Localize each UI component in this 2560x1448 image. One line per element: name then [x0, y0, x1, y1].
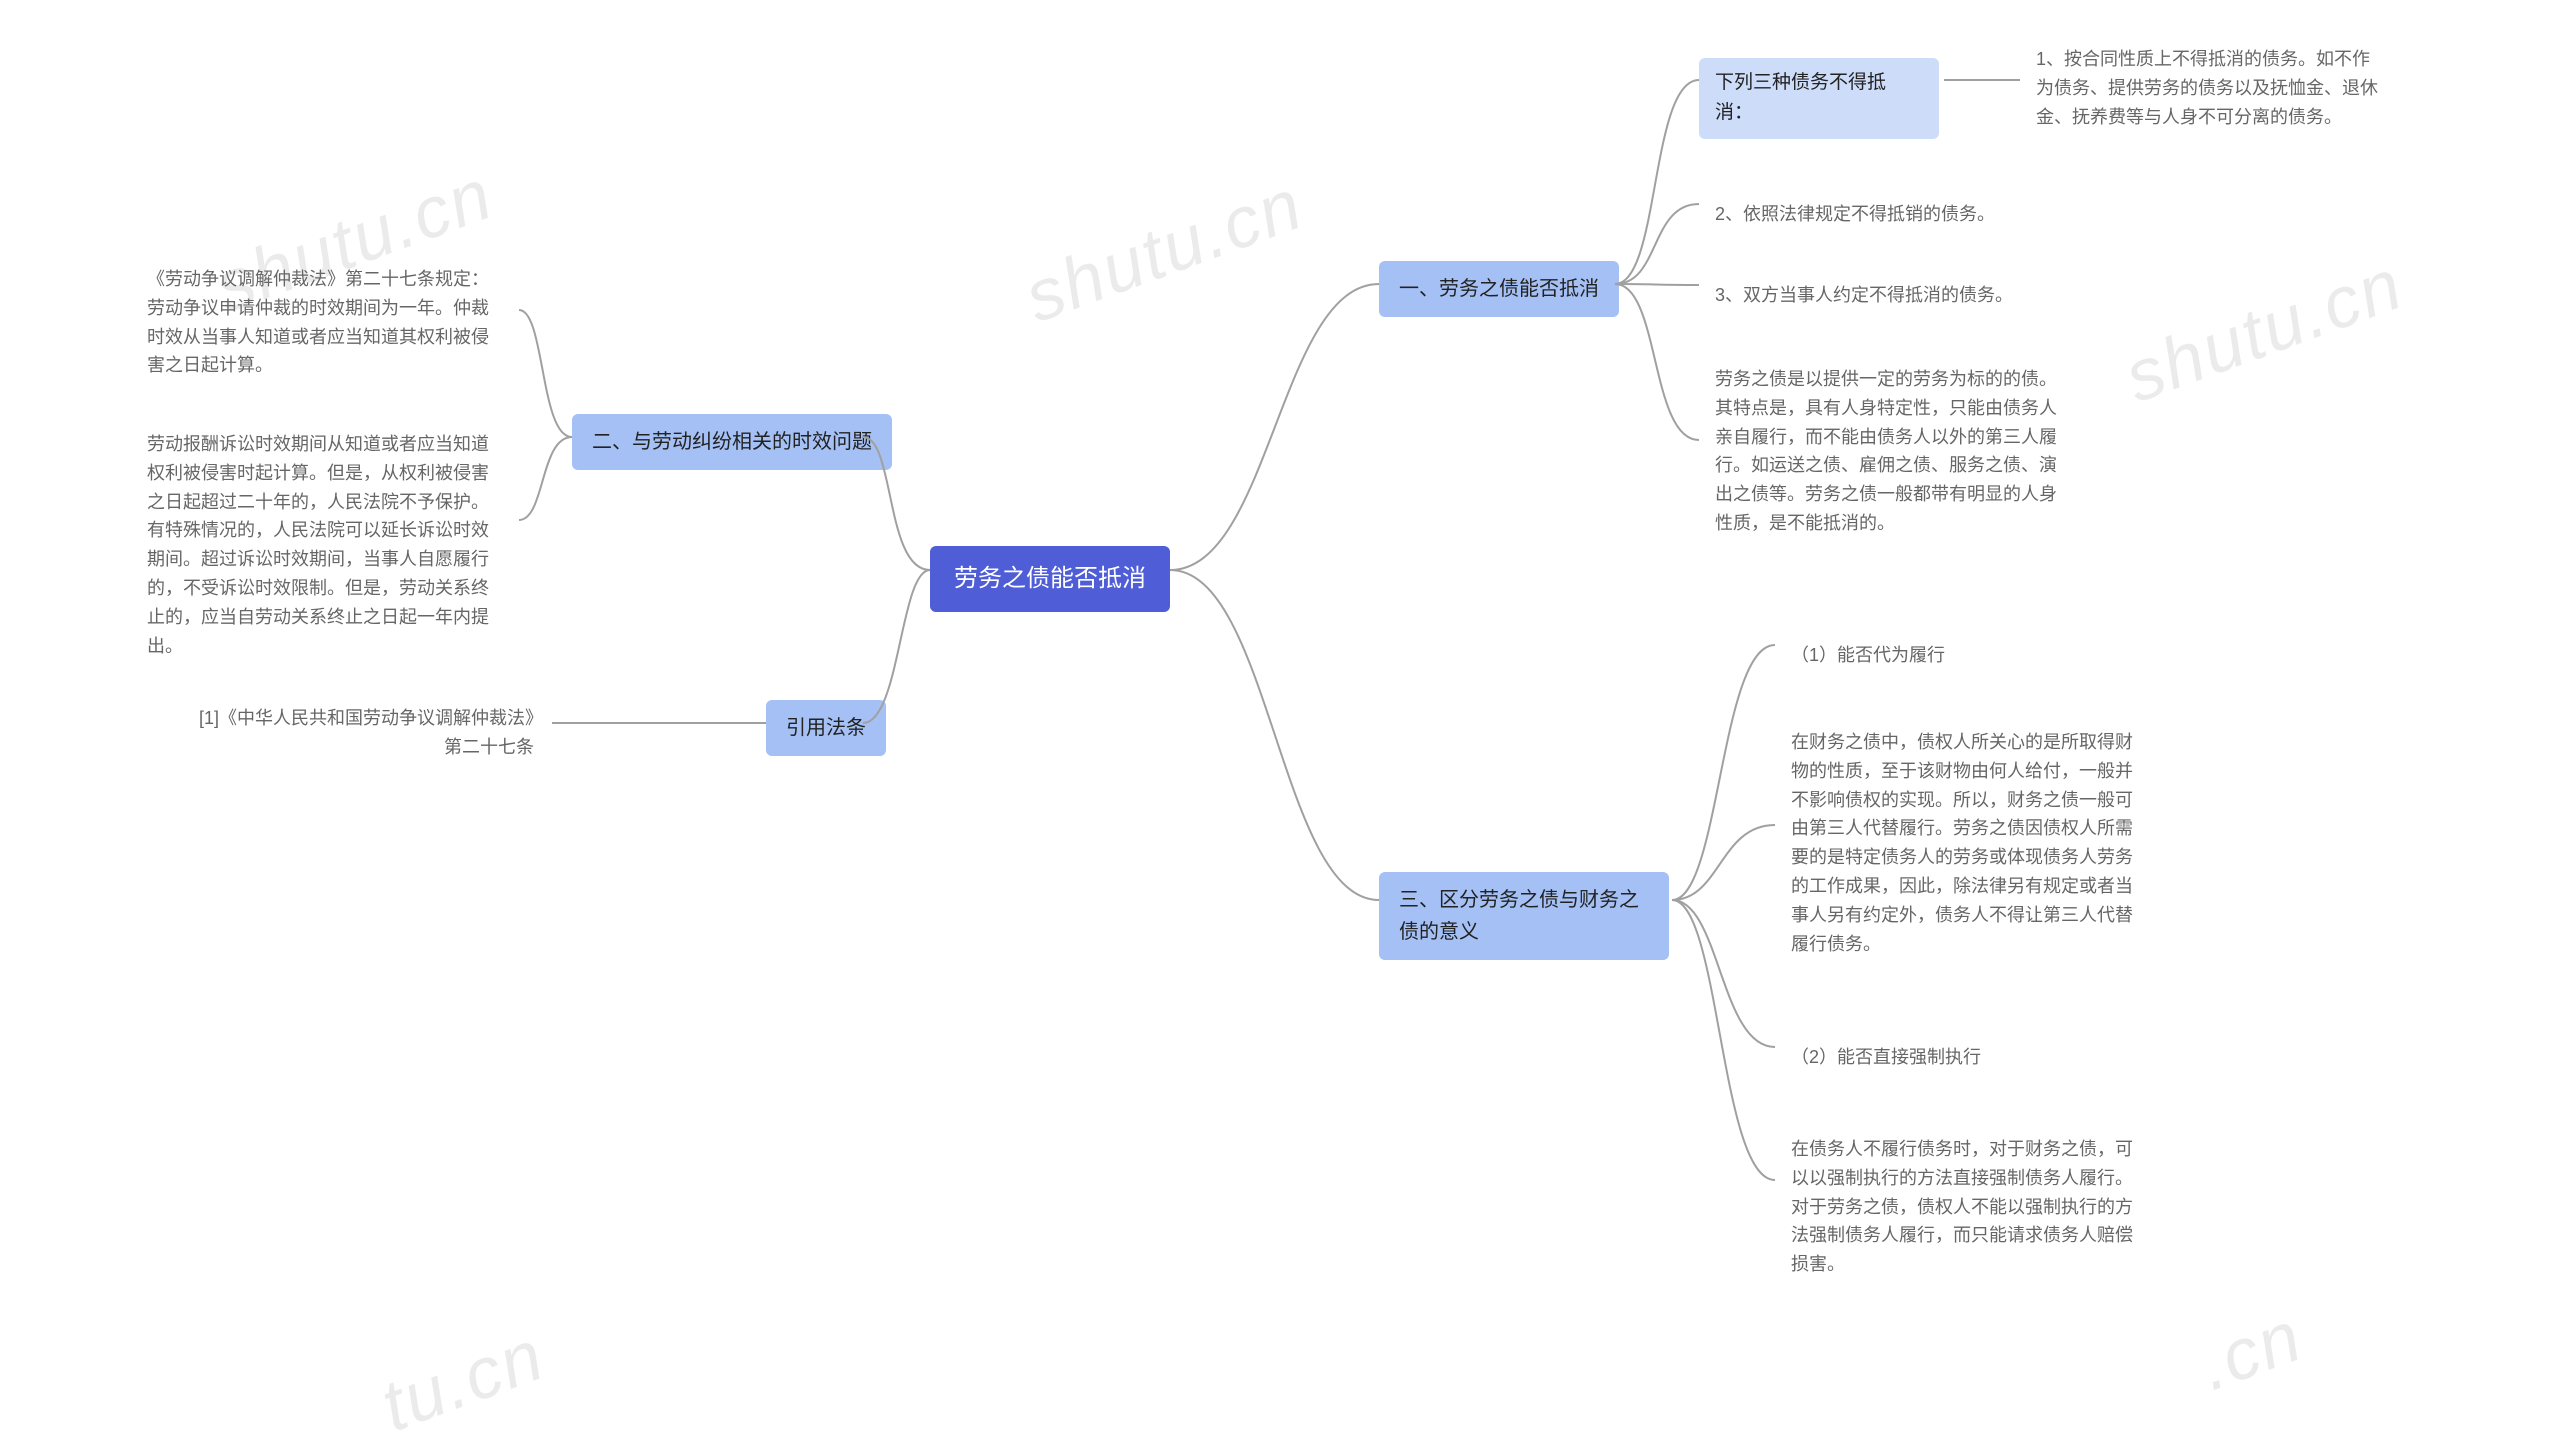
branch-left-1[interactable]: 二、与劳动纠纷相关的时效问题: [572, 414, 892, 470]
watermark: shutu.cn: [1015, 163, 1314, 339]
branch-left-2[interactable]: 引用法条: [766, 700, 886, 756]
leaf-node: 2、依照法律规定不得抵销的债务。: [1699, 190, 2059, 239]
leaf-node: 《劳动争议调解仲裁法》第二十七条规定：劳动争议申请仲裁的时效期间为一年。仲裁时效…: [131, 255, 511, 390]
watermark: shutu.cn: [2115, 243, 2414, 419]
sub-node[interactable]: 下列三种债务不得抵消：: [1699, 58, 1939, 139]
leaf-node: [1]《中华人民共和国劳动争议调解仲裁法》第二十七条: [180, 694, 550, 772]
leaf-node: 在财务之债中，债权人所关心的是所取得财物的性质，至于该财物由何人给付，一般并不影…: [1775, 718, 2155, 968]
leaf-node: 在债务人不履行债务时，对于财务之债，可以以强制执行的方法直接强制债务人履行。对于…: [1775, 1125, 2155, 1289]
watermark: .cn: [2189, 1295, 2313, 1407]
root-node[interactable]: 劳务之债能否抵消: [930, 546, 1170, 612]
watermark: tu.cn: [371, 1314, 555, 1448]
leaf-node: 3、双方当事人约定不得抵消的债务。: [1699, 271, 2059, 320]
leaf-node: 劳务之债是以提供一定的劳务为标的的债。其特点是，具有人身特定性，只能由债务人亲自…: [1699, 355, 2079, 548]
leaf-node: 1、按合同性质上不得抵消的债务。如不作为债务、提供劳务的债务以及抚恤金、退休金、…: [2020, 35, 2400, 141]
leaf-node: （1）能否代为履行: [1775, 631, 2155, 680]
branch-right-1[interactable]: 一、劳务之债能否抵消: [1379, 261, 1619, 317]
branch-right-2[interactable]: 三、区分劳务之债与财务之债的意义: [1379, 872, 1669, 960]
leaf-node: 劳动报酬诉讼时效期间从知道或者应当知道权利被侵害时起计算。但是，从权利被侵害之日…: [131, 420, 511, 670]
leaf-node: （2）能否直接强制执行: [1775, 1033, 2155, 1082]
